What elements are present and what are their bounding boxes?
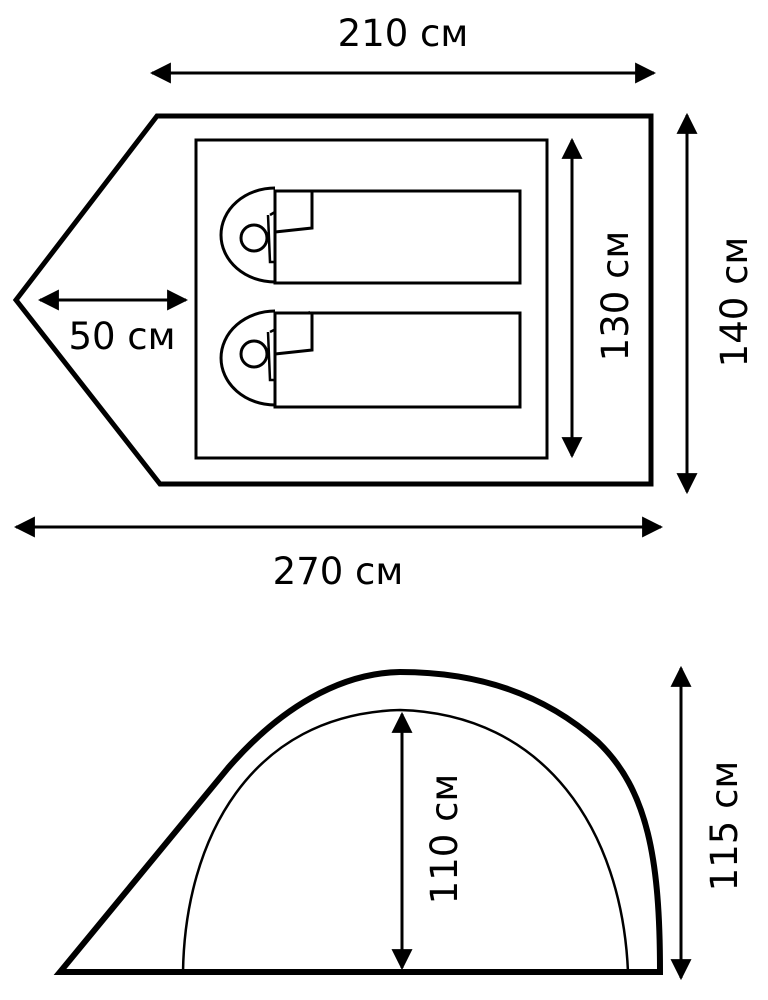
side-view: 110 см 115 см — [53, 665, 746, 981]
tent-inner-profile — [181, 708, 630, 973]
inner-tent-outline — [194, 138, 549, 460]
tent-footprint-outline — [12, 113, 654, 487]
sleeping-bag-icon — [219, 309, 522, 409]
vestibule-depth-label: 50 см — [68, 315, 175, 358]
sleeping-bag-icon — [219, 186, 522, 285]
inner-height-label: 110 см — [423, 774, 466, 905]
inner-length-label: 210 см — [338, 12, 469, 55]
inner-width-label: 130 см — [594, 231, 637, 362]
total-height-label: 115 см — [703, 761, 746, 892]
tent-outer-profile — [53, 668, 664, 975]
total-width-label: 140 см — [713, 237, 756, 368]
total-length-label: 270 см — [273, 550, 404, 593]
floor-plan: 210 см 270 см 50 см 130 см 140 см — [12, 12, 756, 593]
